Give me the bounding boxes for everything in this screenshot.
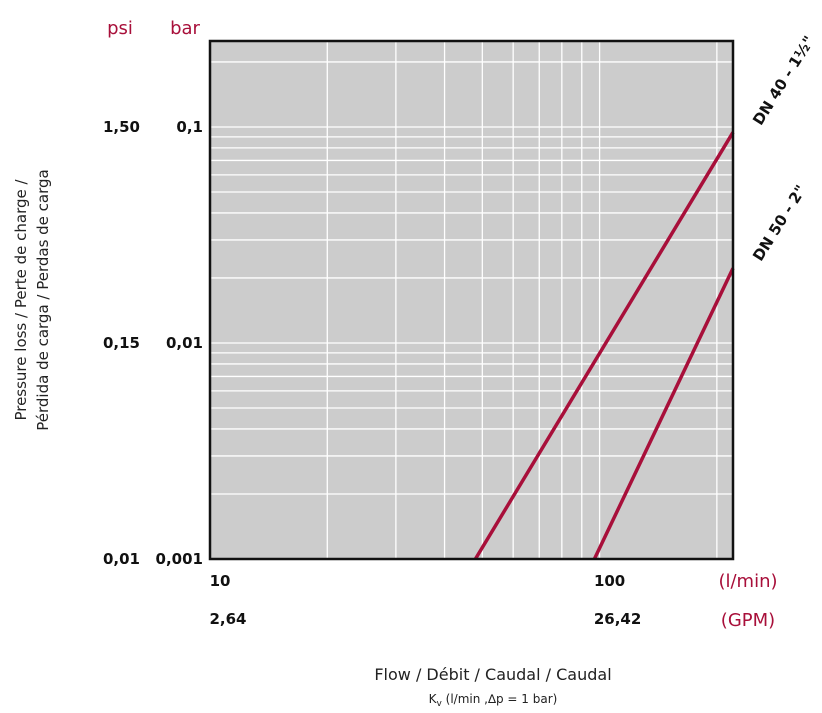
x-tick-gpm: 2,64 [209,610,246,628]
y-tick-psi: 0,01 [103,550,140,568]
x-tick-lmin: 10 [210,572,231,590]
kv-subscript: v [437,699,443,709]
kv-rest: (l/min ,∆p = 1 bar) [442,692,558,706]
grid [210,41,733,559]
y-axis-label-line1: Pressure loss / Perte de charge / [12,179,30,421]
y-tick-labels: 1,50 0,1 0,15 0,01 0,01 0,001 [103,118,203,568]
x-tick-labels: 10 2,64 100 26,42 [209,572,641,628]
series-label-1: DN 40 - 1½" [749,33,818,129]
kv-k: K [429,692,438,706]
x-tick-lmin: 100 [594,572,625,590]
y-tick-bar: 0,01 [166,334,203,352]
x-unit-primary: (l/min) [718,571,777,592]
y-tick-bar: 0,1 [176,118,203,136]
x-tick-gpm: 26,42 [594,610,641,628]
y-tick-psi: 1,50 [103,118,140,136]
y-axis-label: Pressure loss / Perte de charge / Pérdid… [12,169,52,431]
series-label-2: DN 50 - 2" [749,182,810,264]
y-unit-psi: psi [107,18,133,39]
series-labels: DN 40 - 1½" DN 50 - 2" [749,33,818,265]
series-line-2 [592,267,735,560]
y-unit-bar: bar [170,18,200,39]
x-axis-label: Flow / Débit / Caudal / Caudal [374,665,611,684]
y-tick-psi: 0,15 [103,334,140,352]
y-tick-bar: 0,001 [156,550,203,568]
y-axis-label-line2: Pérdida de carga / Perdas de carga [34,169,52,431]
plot-frame [208,39,735,561]
series-lines [473,131,735,560]
plot-area [210,41,733,559]
x-axis-sublabel: Kv (l/min ,∆p = 1 bar) [429,692,558,709]
x-unit-secondary: (GPM) [721,610,775,631]
series-line-1 [473,131,735,560]
